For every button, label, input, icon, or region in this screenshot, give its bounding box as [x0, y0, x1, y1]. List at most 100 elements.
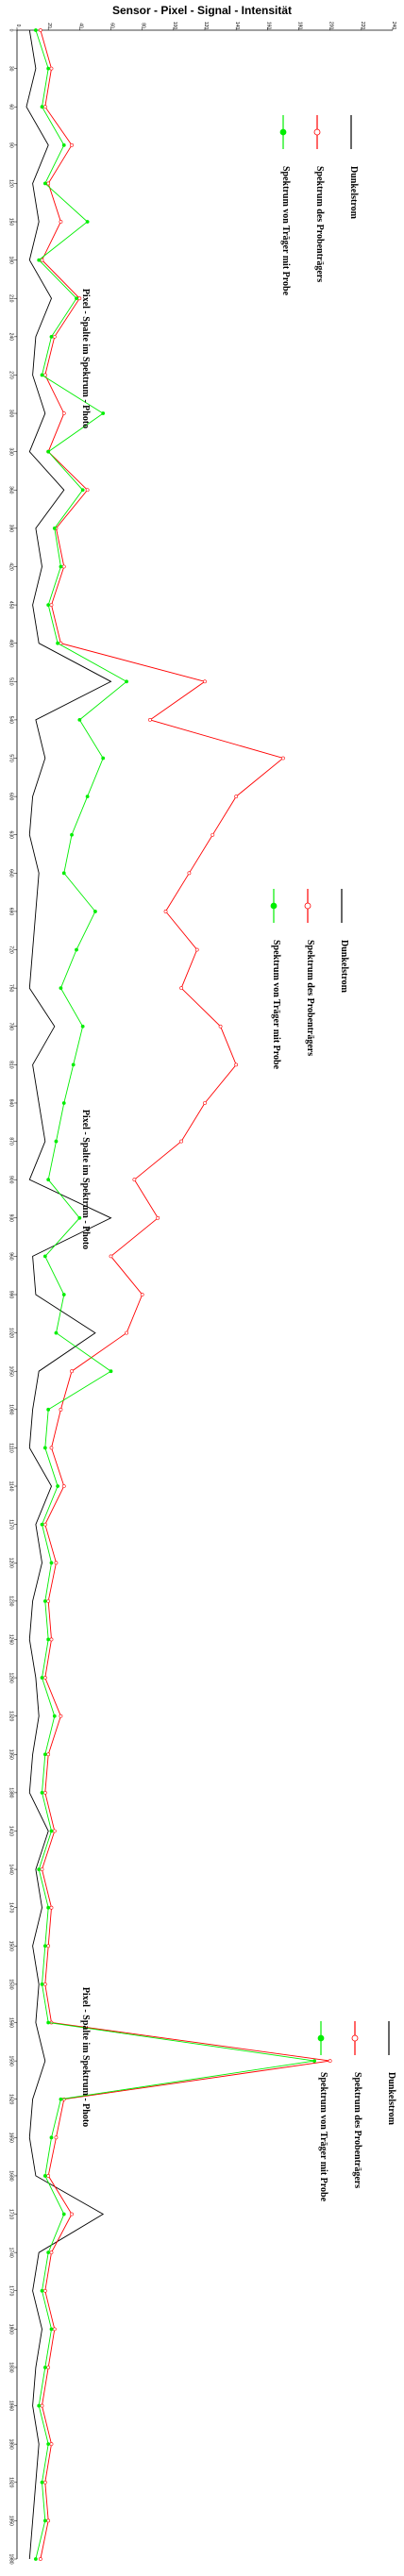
data-point	[125, 1330, 128, 1335]
x-tick-label: 690	[8, 908, 14, 916]
legend-marker	[351, 2034, 359, 2042]
x-tick-label: 330	[8, 447, 14, 456]
data-point	[46, 1752, 51, 1757]
y-tick-label: 180	[297, 22, 303, 30]
data-point	[40, 258, 44, 262]
legend-marker	[279, 128, 287, 136]
data-point	[49, 1446, 54, 1450]
x-tick-label: 1230	[8, 1596, 14, 1606]
x-tick-label: 1410	[8, 1826, 14, 1836]
x-tick-label: 1050	[8, 1366, 14, 1377]
data-point	[59, 2097, 63, 2101]
data-point	[46, 2174, 51, 2178]
x-tick-label: 240	[8, 333, 14, 342]
data-point	[37, 1867, 42, 1871]
data-point	[281, 756, 285, 761]
y-tick-label: 0	[15, 25, 21, 27]
data-point	[54, 2135, 59, 2140]
x-tick-label: 480	[8, 640, 14, 648]
data-point	[101, 756, 106, 761]
data-point	[46, 449, 51, 454]
x-tick-label: 600	[8, 793, 14, 801]
x-tick-label: 1890	[8, 2439, 14, 2450]
data-point	[40, 2288, 44, 2293]
legend-marker	[304, 902, 311, 910]
data-point	[148, 718, 152, 722]
data-point	[59, 1714, 63, 1718]
x-tick-label: 1650	[8, 2133, 14, 2143]
x-tick-label: 1800	[8, 2324, 14, 2334]
data-point	[101, 411, 106, 415]
data-point	[42, 2518, 47, 2523]
data-point	[40, 2480, 44, 2484]
x-tick-label: 1290	[8, 1672, 14, 1682]
data-point	[42, 1752, 47, 1757]
data-point	[40, 105, 44, 109]
data-point	[42, 1522, 47, 1527]
data-point	[75, 947, 78, 952]
legend-label: Dunkelstrom	[339, 940, 349, 994]
x-tick-label: 1980	[8, 2553, 14, 2564]
x-tick-label: 570	[8, 754, 14, 762]
data-point	[40, 373, 44, 377]
data-point	[40, 1982, 44, 1986]
x-axis-label: Pixel - Spalte im Spektrum - Photo	[80, 1110, 91, 1249]
x-tick-label: 420	[8, 562, 14, 571]
y-tick-label: 200	[328, 22, 334, 30]
data-point	[40, 1676, 44, 1680]
data-point	[56, 1484, 60, 1488]
y-tick-label: 20	[46, 23, 52, 28]
x-tick-label: 1200	[8, 1558, 14, 1568]
data-point	[46, 2020, 51, 2025]
data-point	[203, 1101, 207, 1105]
data-point	[80, 1024, 85, 1029]
x-tick-label: 360	[8, 486, 14, 494]
x-tick-label: 0	[8, 29, 14, 32]
data-point	[49, 2327, 54, 2332]
x-tick-label: 840	[8, 1099, 14, 1108]
data-point	[46, 1944, 51, 1949]
x-tick-label: 120	[8, 179, 14, 188]
x-tick-label: 60	[8, 104, 14, 109]
legend-label: Dunkelstrom	[386, 2072, 396, 2126]
data-point	[156, 1215, 160, 1220]
data-point	[59, 220, 63, 224]
data-point	[40, 1790, 44, 1795]
y-tick-label: 80	[141, 23, 146, 28]
series-line-3	[35, 29, 315, 2560]
x-axis-label: Pixel - Spalte im Spektrum - Photo	[80, 289, 91, 428]
data-point	[46, 1637, 51, 1642]
data-point	[37, 2403, 42, 2408]
y-tick-label: 60	[109, 23, 115, 28]
data-point	[42, 105, 47, 109]
data-point	[71, 1062, 76, 1067]
legend-label: Spektrum des Probenträgers	[352, 2072, 362, 2188]
data-point	[46, 2518, 51, 2523]
data-point	[52, 526, 57, 530]
data-point	[61, 1484, 66, 1488]
x-tick-label: 990	[8, 1291, 14, 1299]
data-point	[218, 1024, 223, 1029]
data-point	[187, 871, 192, 876]
y-tick-label: 140	[234, 22, 240, 30]
data-point	[210, 832, 215, 837]
x-tick-label: 540	[8, 716, 14, 725]
data-point	[59, 1407, 63, 1412]
x-tick-label: 510	[8, 677, 14, 686]
x-tick-label: 1590	[8, 2056, 14, 2066]
legend-label: Spektrum des Probenträgers	[314, 166, 325, 282]
data-point	[49, 334, 54, 339]
data-point	[93, 910, 97, 913]
x-tick-label: 1140	[8, 1481, 14, 1492]
data-point	[40, 1522, 44, 1527]
x-tick-label: 810	[8, 1061, 14, 1069]
x-tick-label: 1710	[8, 2209, 14, 2219]
legend-label: Spektrum von Träger mit Probe	[318, 2072, 328, 2202]
data-point	[312, 2059, 316, 2064]
data-point	[49, 2135, 54, 2140]
data-point	[80, 488, 85, 493]
x-tick-label: 390	[8, 525, 14, 533]
data-point	[46, 1407, 51, 1412]
data-point	[59, 564, 63, 569]
